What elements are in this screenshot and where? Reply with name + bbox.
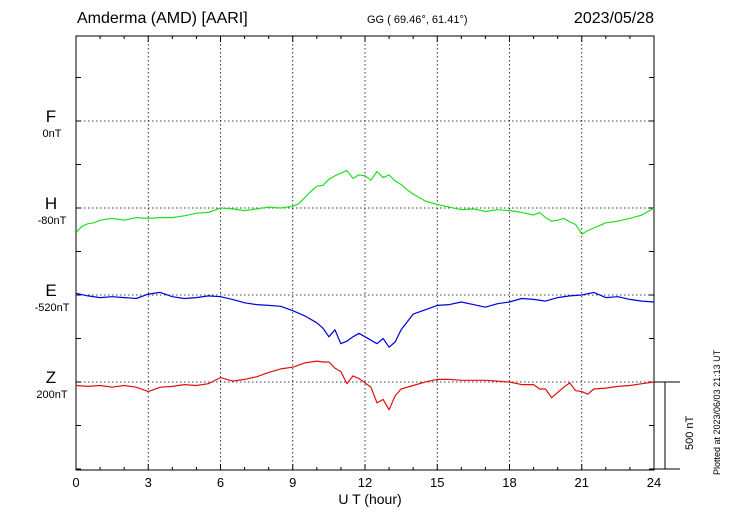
series-line-e: [75, 291, 655, 348]
plotted-timestamp: Plotted at 2023/06/03 21:13 UT: [712, 349, 722, 475]
date-label: 2023/05/28: [573, 10, 654, 27]
x-tick-label: 12: [358, 475, 372, 490]
x-tick-label: 3: [145, 475, 152, 490]
series-line-h: [75, 170, 655, 235]
x-axis-label: U T (hour): [338, 491, 402, 507]
station-title: Amderma (AMD) [AARI]: [77, 10, 248, 27]
x-tick-label: 15: [430, 475, 444, 490]
channel-baseline-z: 200nT: [36, 389, 68, 401]
channel-label-f: F: [45, 107, 57, 126]
channel-baseline-f: 0nT: [42, 128, 62, 140]
x-tick-label: 0: [72, 475, 79, 490]
x-tick-label: 24: [647, 475, 661, 490]
scale-bar-label: 500 nT: [684, 415, 696, 450]
x-tick-label: 21: [575, 475, 589, 490]
channel-baseline-e: -520nT: [34, 302, 70, 314]
x-tick-label: 6: [217, 475, 224, 490]
x-tick-label: 18: [502, 475, 516, 490]
series-line-z: [75, 360, 655, 411]
geographic-coordinates: GG ( 69.46°, 61.41°): [367, 14, 468, 26]
channel-label-z: Z: [45, 368, 57, 387]
channel-label-e: E: [45, 281, 57, 300]
channel-label-h: H: [44, 194, 58, 213]
channel-baseline-h: -80nT: [37, 215, 67, 227]
x-tick-label: 9: [289, 475, 296, 490]
